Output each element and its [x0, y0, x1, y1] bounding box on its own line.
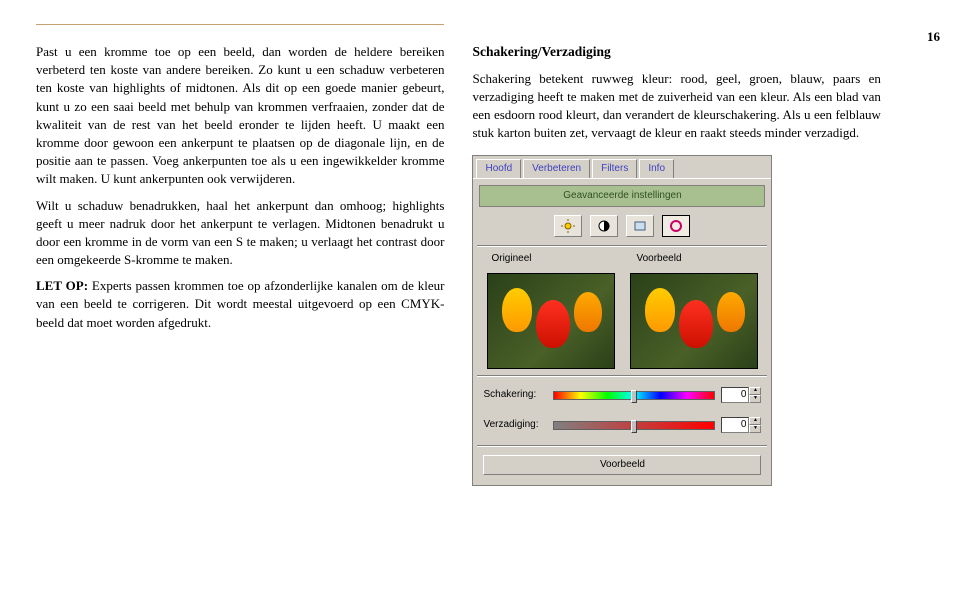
tab-info[interactable]: Info [639, 159, 674, 178]
body-paragraph: LET OP: Experts passen krommen toe op af… [36, 277, 444, 332]
button-row: Voorbeeld [477, 451, 767, 481]
columns: Past u een kromme toe op een beeld, dan … [36, 43, 924, 486]
spin-down-icon[interactable]: ▼ [749, 395, 761, 403]
saturation-slider[interactable] [553, 421, 715, 430]
slider-thumb[interactable] [631, 390, 637, 403]
tulip-shape [717, 292, 745, 332]
section-heading: Schakering/Verzadiging [472, 43, 880, 62]
body-paragraph: Wilt u schaduw benadrukken, haal het ank… [36, 197, 444, 270]
spin-buttons: ▲ ▼ [749, 417, 761, 433]
body-paragraph: Schakering betekent ruwweg kleur: rood, … [472, 70, 880, 143]
hue-label: Schakering: [483, 388, 547, 402]
saturation-spinner: ▲ ▼ [721, 417, 761, 433]
hue-tool-icon[interactable] [662, 215, 690, 237]
slider-thumb[interactable] [631, 420, 637, 433]
note-label: LET OP: [36, 278, 88, 293]
left-column: Past u een kromme toe op een beeld, dan … [36, 43, 444, 486]
preview-button[interactable]: Voorbeeld [483, 455, 761, 475]
hue-saturation-panel: Hoofd Verbeteren Filters Info Geavanceer… [472, 155, 772, 486]
panel-subheader: Geavanceerde instellingen [479, 185, 765, 207]
spin-down-icon[interactable]: ▼ [749, 425, 761, 433]
preview-image [630, 273, 758, 369]
page-number: 16 [927, 28, 940, 46]
spin-buttons: ▲ ▼ [749, 387, 761, 403]
saturation-slider-row: Verzadiging: ▲ ▼ [477, 411, 767, 441]
preview-images-row [477, 269, 767, 371]
tab-hoofd[interactable]: Hoofd [476, 159, 521, 178]
tulip-shape [502, 288, 532, 332]
image-labels-row: Origineel Voorbeeld [477, 251, 767, 269]
tab-bar: Hoofd Verbeteren Filters Info [473, 156, 771, 178]
original-label: Origineel [477, 251, 622, 269]
brightness-tool-icon[interactable] [554, 215, 582, 237]
spin-up-icon[interactable]: ▲ [749, 387, 761, 395]
tool-icon-row [477, 211, 767, 241]
tab-verbeteren[interactable]: Verbeteren [523, 159, 590, 178]
divider [477, 245, 767, 247]
tulip-shape [645, 288, 675, 332]
body-paragraph: Past u een kromme toe op een beeld, dan … [36, 43, 444, 189]
spin-up-icon[interactable]: ▲ [749, 417, 761, 425]
preview-label: Voorbeeld [622, 251, 767, 269]
hue-slider[interactable] [553, 391, 715, 400]
tulip-shape [574, 292, 602, 332]
tulip-shape [536, 300, 570, 348]
rule-line [36, 24, 444, 25]
tulip-shape [679, 300, 713, 348]
original-image [487, 273, 615, 369]
divider [477, 375, 767, 377]
right-column: Schakering/Verzadiging Schakering beteke… [472, 43, 880, 486]
hue-spinner: ▲ ▼ [721, 387, 761, 403]
adjust-tool-icon[interactable] [626, 215, 654, 237]
saturation-label: Verzadiging: [483, 418, 547, 432]
saturation-input[interactable] [721, 417, 749, 433]
hue-slider-row: Schakering: ▲ ▼ [477, 381, 767, 411]
note-text: Experts passen krommen toe op afzonderli… [36, 278, 444, 329]
contrast-tool-icon[interactable] [590, 215, 618, 237]
hue-input[interactable] [721, 387, 749, 403]
tab-content: Geavanceerde instellingen Origineel Voor… [473, 178, 771, 485]
tab-filters[interactable]: Filters [592, 159, 637, 178]
divider [477, 445, 767, 447]
